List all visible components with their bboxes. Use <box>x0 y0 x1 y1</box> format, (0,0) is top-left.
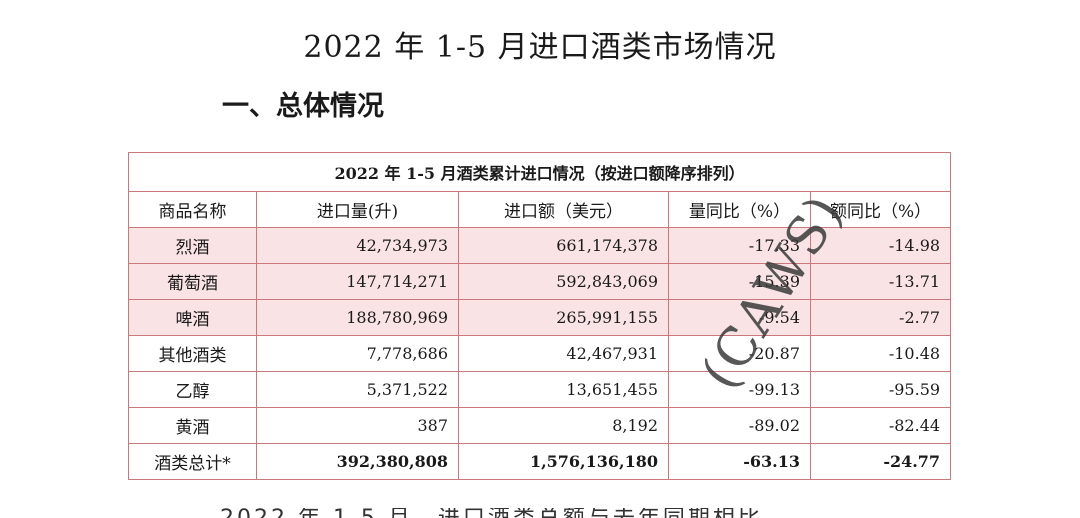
row-amount-yoy: -14.98 <box>809 227 952 264</box>
row-volume-yoy: -20.87 <box>668 335 811 372</box>
table-row: 啤酒 188,780,969 265,991,155 -9.54 -2.77 <box>128 299 952 336</box>
cut-off-text: 2022 年 1-5 月，进口酒类总额与去年同期相比 <box>220 508 920 518</box>
table-header-row: 商品名称 进口量(升) 进口额（美元） 量同比（%） 额同比（%） <box>128 191 952 228</box>
header-volume-yoy: 量同比（%） <box>668 191 811 228</box>
table-row: 乙醇 5,371,522 13,651,455 -99.13 -95.59 <box>128 371 952 408</box>
row-amount: 661,174,378 <box>458 227 669 264</box>
row-amount-yoy: -24.77 <box>809 443 952 480</box>
table-total-row: 酒类总计* 392,380,808 1,576,136,180 -63.13 -… <box>128 443 952 480</box>
row-volume: 5,371,522 <box>256 371 459 408</box>
row-volume-yoy: -17.33 <box>668 227 811 264</box>
row-name: 烈酒 <box>128 227 257 264</box>
row-amount: 8,192 <box>458 407 669 444</box>
cut-off-paragraph: 2022 年 1-5 月，进口酒类总额与去年同期相比 <box>220 508 920 518</box>
document-title: 2022 年 1-5 月进口酒类市场情况 <box>303 30 777 65</box>
row-amount: 265,991,155 <box>458 299 669 336</box>
header-import-amount: 进口额（美元） <box>458 191 669 228</box>
row-amount-yoy: -10.48 <box>809 335 952 372</box>
table-row: 葡萄酒 147,714,271 592,843,069 -15.39 -13.7… <box>128 263 952 300</box>
table-caption: 2022 年 1-5 月酒类累计进口情况（按进口额降序排列） <box>127 152 952 192</box>
row-volume: 392,380,808 <box>256 443 459 480</box>
row-amount: 13,651,455 <box>458 371 669 408</box>
row-amount-yoy: -95.59 <box>809 371 952 408</box>
row-volume-yoy: -15.39 <box>668 263 811 300</box>
row-volume: 147,714,271 <box>256 263 459 300</box>
row-volume-yoy: -89.02 <box>668 407 811 444</box>
row-name: 酒类总计* <box>128 443 257 480</box>
table-row: 烈酒 42,734,973 661,174,378 -17.33 -14.98 <box>128 227 952 264</box>
row-amount: 42,467,931 <box>458 335 669 372</box>
row-volume-yoy: -63.13 <box>668 443 811 480</box>
table-row: 黄酒 387 8,192 -89.02 -82.44 <box>128 407 952 444</box>
row-amount: 1,576,136,180 <box>458 443 669 480</box>
row-name: 葡萄酒 <box>128 263 257 300</box>
row-amount-yoy: -2.77 <box>809 299 952 336</box>
row-name: 啤酒 <box>128 299 257 336</box>
row-volume: 7,778,686 <box>256 335 459 372</box>
row-volume-yoy: -9.54 <box>668 299 811 336</box>
header-import-volume: 进口量(升) <box>256 191 459 228</box>
section-heading: 一、总体情况 <box>222 91 384 122</box>
row-name: 其他酒类 <box>128 335 257 372</box>
row-amount-yoy: -82.44 <box>809 407 952 444</box>
header-product-name: 商品名称 <box>128 191 257 228</box>
import-table: 2022 年 1-5 月酒类累计进口情况（按进口额降序排列） 商品名称 进口量(… <box>127 152 952 480</box>
row-volume-yoy: -99.13 <box>668 371 811 408</box>
row-amount: 592,843,069 <box>458 263 669 300</box>
row-name: 乙醇 <box>128 371 257 408</box>
row-name: 黄酒 <box>128 407 257 444</box>
row-volume: 387 <box>256 407 459 444</box>
row-amount-yoy: -13.71 <box>809 263 952 300</box>
row-volume: 188,780,969 <box>256 299 459 336</box>
header-amount-yoy: 额同比（%） <box>809 191 952 228</box>
table-row: 其他酒类 7,778,686 42,467,931 -20.87 -10.48 <box>128 335 952 372</box>
row-volume: 42,734,973 <box>256 227 459 264</box>
